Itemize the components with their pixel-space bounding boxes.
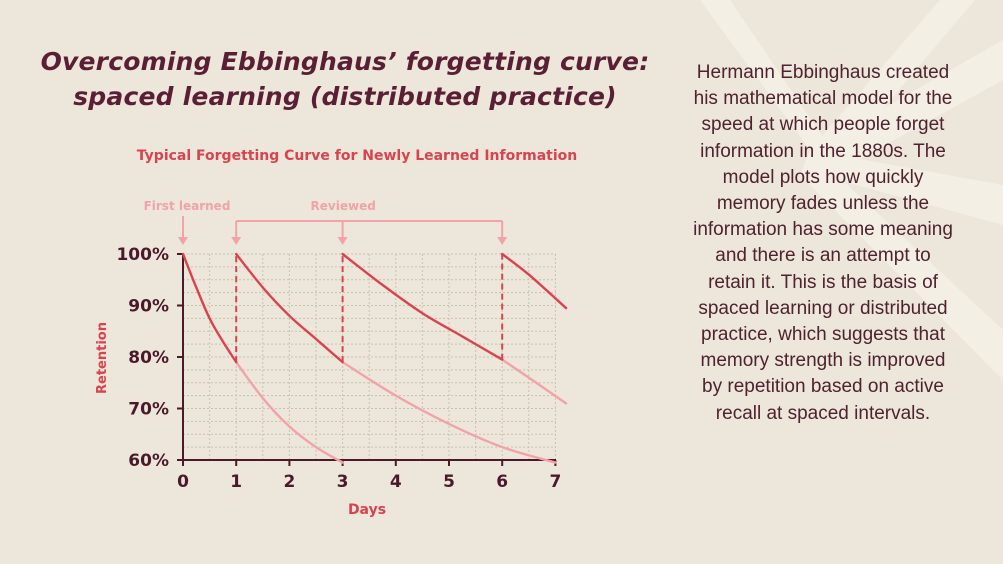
y-tick-label: 90% bbox=[128, 297, 169, 317]
retention-curve-line bbox=[235, 252, 344, 364]
first-learned-arrow-head bbox=[178, 237, 188, 245]
chart-title: Typical Forgetting Curve for Newly Learn… bbox=[137, 148, 577, 164]
y-tick-label: 70% bbox=[128, 400, 169, 420]
reviewed-arrow-head bbox=[231, 237, 242, 245]
x-tick-label: 5 bbox=[443, 472, 455, 492]
retention-curve-line bbox=[181, 252, 238, 364]
x-tick-label: 6 bbox=[496, 472, 508, 492]
axes: 0 1 2 3 4 5 6 7 60% 70% 80% 90% 100% bbox=[116, 245, 561, 492]
retention-curve-line bbox=[341, 252, 504, 361]
forgetting-curve-line bbox=[235, 360, 344, 464]
y-tick-label: 80% bbox=[128, 348, 169, 368]
curves bbox=[181, 252, 568, 464]
x-tick-label: 2 bbox=[283, 472, 295, 492]
first-learned-label: First learned bbox=[144, 199, 231, 213]
page-title: Overcoming Ebbinghaus’ forgetting curve:… bbox=[40, 44, 650, 114]
title-line-1: Overcoming Ebbinghaus’ forgetting curve: bbox=[40, 47, 650, 76]
retention-curve-line bbox=[501, 252, 568, 310]
x-tick-label: 7 bbox=[549, 472, 561, 492]
reviewed-arrow-head bbox=[497, 237, 508, 245]
x-axis-label: Days bbox=[348, 502, 386, 518]
annotations: First learned Reviewed bbox=[144, 199, 508, 245]
x-tick-label: 0 bbox=[177, 472, 189, 492]
y-axis-label: Retention bbox=[95, 322, 110, 394]
y-tick-label: 100% bbox=[116, 245, 169, 265]
x-tick-label: 1 bbox=[230, 472, 242, 492]
description-paragraph: Hermann Ebbinghaus created his mathemati… bbox=[693, 62, 953, 424]
x-tick-label: 4 bbox=[390, 472, 402, 492]
forgetting-curve-line bbox=[501, 358, 568, 405]
reviewed-label: Reviewed bbox=[311, 199, 376, 213]
title-line-2: spaced learning (distributed practice) bbox=[73, 82, 617, 111]
y-tick-label: 60% bbox=[128, 451, 169, 471]
reviewed-arrow-head bbox=[337, 237, 348, 245]
forgetting-curve-line bbox=[341, 360, 557, 464]
x-tick-label: 3 bbox=[337, 472, 349, 492]
